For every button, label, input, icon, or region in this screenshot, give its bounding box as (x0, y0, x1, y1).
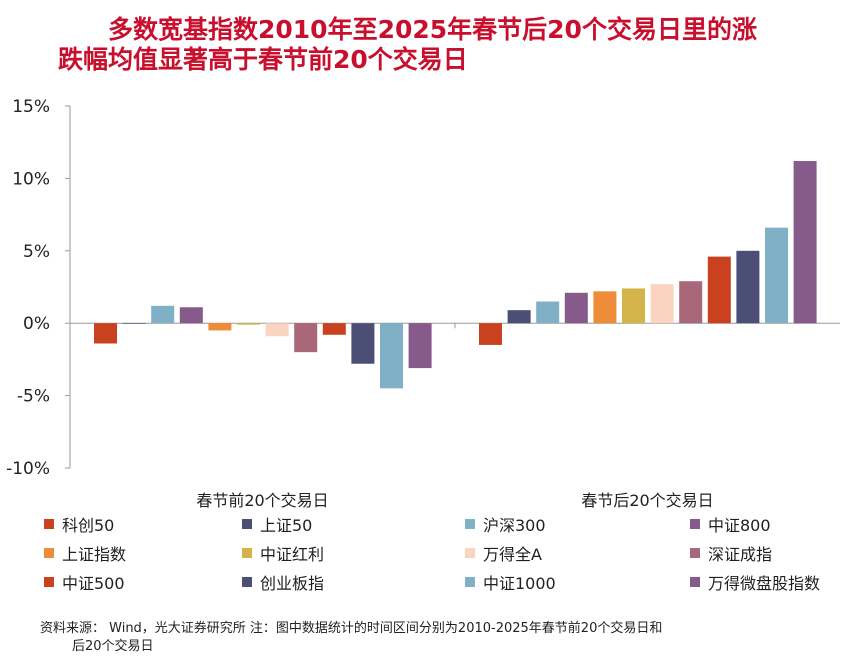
legend-swatch (44, 519, 54, 529)
y-tick-label: -5% (17, 387, 50, 407)
bar-创业板指-春节后20个交易日 (736, 250, 760, 324)
x-category-label: 春节后20个交易日 (581, 491, 713, 510)
y-tick-label: 0% (23, 314, 50, 334)
legend-label: 上证50 (260, 516, 313, 535)
source-note-line-1: 资料来源： Wind，光大证券研究所 注：图中数据统计的时间区间分别为2010-… (40, 621, 663, 636)
source-note: 资料来源： Wind，光大证券研究所 注：图中数据统计的时间区间分别为2010-… (40, 620, 830, 656)
bar-中证800-春节前20个交易日 (179, 307, 203, 324)
bar-科创50-春节后20个交易日 (479, 323, 502, 345)
bar-中证红利-春节前20个交易日 (237, 323, 260, 325)
legend-swatch (465, 577, 475, 587)
bar-中证1000-春节前20个交易日 (380, 323, 403, 389)
legend-item: 中证红利 (242, 541, 324, 565)
legend-item: 中证1000 (465, 570, 556, 594)
legend-label: 上证指数 (62, 545, 127, 564)
bar-中证800-春节后20个交易日 (564, 292, 588, 324)
legend-swatch (690, 577, 700, 587)
legend-swatch (465, 548, 475, 558)
legend-label: 中证红利 (260, 545, 325, 564)
legend-item: 创业板指 (242, 570, 324, 594)
bar-沪深300-春节后20个交易日 (536, 301, 560, 324)
bar-沪深300-春节前20个交易日 (151, 305, 175, 324)
legend-item: 科创50 (44, 512, 114, 536)
bar-上证50-春节后20个交易日 (507, 310, 531, 324)
bar-上证指数-春节后20个交易日 (593, 291, 617, 324)
bar-chart: -10% -5% 0% 5% 10% 15% 春节前20个交易日 春节后20个交易日 (6, 97, 840, 510)
bar-科创50-春节前20个交易日 (94, 323, 117, 344)
legend-item: 中证500 (44, 570, 125, 594)
legend-swatch (44, 577, 54, 587)
bar-中证红利-春节后20个交易日 (622, 288, 645, 324)
y-tick-label: 15% (12, 97, 50, 117)
legend-item: 深证成指 (690, 541, 772, 565)
bar-深证成指-春节前20个交易日 (294, 323, 318, 353)
bar-上证50-春节前20个交易日 (122, 323, 146, 324)
legend-item: 沪深300 (465, 512, 546, 536)
legend-label: 沪深300 (483, 516, 546, 535)
bar-中证500-春节后20个交易日 (707, 256, 731, 324)
legend-item: 上证50 (242, 512, 312, 536)
legend-item: 万得全A (465, 541, 542, 565)
source-note-line-2: 后20个交易日 (72, 639, 154, 654)
legend-item: 万得微盘股指数 (690, 570, 820, 594)
bar-万得全A-春节后20个交易日 (650, 284, 674, 324)
legend-label: 中证1000 (483, 574, 556, 593)
legend-label: 深证成指 (708, 545, 773, 564)
x-category-label: 春节前20个交易日 (196, 491, 328, 510)
bar-中证1000-春节后20个交易日 (765, 227, 788, 324)
bar-万得微盘股指数-春节后20个交易日 (793, 161, 817, 324)
chart-title-line-2: 跌幅均值显著高于春节前20个交易日 (58, 45, 468, 74)
y-tick-label: -10% (6, 459, 50, 479)
legend-swatch (690, 548, 700, 558)
legend-label: 中证800 (708, 516, 771, 535)
bar-创业板指-春节前20个交易日 (351, 323, 375, 364)
bar-中证500-春节前20个交易日 (322, 323, 346, 335)
legend-swatch (44, 548, 54, 558)
y-tick-label: 5% (23, 242, 50, 262)
legend-swatch (242, 519, 252, 529)
legend-swatch (242, 577, 252, 587)
legend-item: 上证指数 (44, 541, 126, 565)
bar-万得微盘股指数-春节前20个交易日 (408, 323, 432, 369)
legend-label: 创业板指 (260, 574, 325, 593)
legend-label: 中证500 (62, 574, 125, 593)
bar-深证成指-春节后20个交易日 (679, 281, 703, 324)
legend-label: 万得全A (483, 545, 542, 564)
legend-swatch (690, 519, 700, 529)
bar-上证指数-春节前20个交易日 (208, 323, 232, 331)
legend-swatch (242, 548, 252, 558)
y-tick-label: 10% (12, 169, 50, 189)
bar-万得全A-春节前20个交易日 (265, 323, 289, 337)
legend-label: 科创50 (62, 516, 115, 535)
legend-label: 万得微盘股指数 (708, 574, 821, 593)
legend-swatch (465, 519, 475, 529)
chart-title-line-1: 多数宽基指数2010年至2025年春节后20个交易日里的涨 (108, 15, 757, 44)
legend-item: 中证800 (690, 512, 771, 536)
